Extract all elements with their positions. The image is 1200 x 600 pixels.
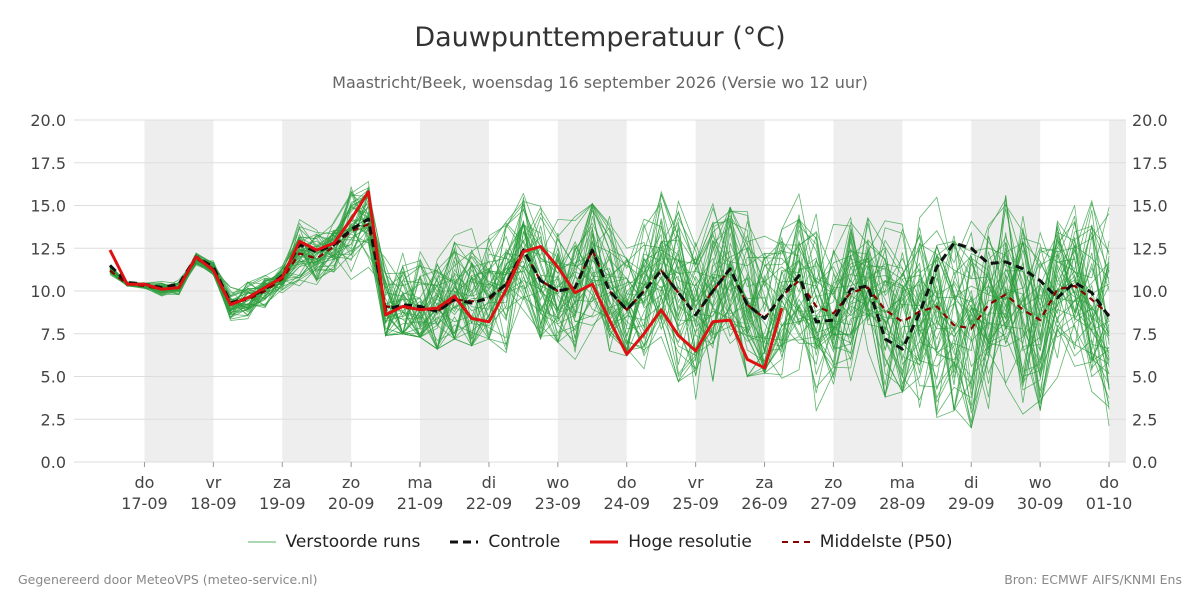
x-tick-date: 17-09 xyxy=(121,494,168,513)
y-tick-label-right: 5.0 xyxy=(1132,368,1157,387)
x-tick-date: 23-09 xyxy=(535,494,582,513)
x-tick-date: 19-09 xyxy=(259,494,306,513)
y-tick-label-right: 17.5 xyxy=(1132,154,1168,173)
legend-label-ensemble: Verstoorde runs xyxy=(285,532,421,552)
x-tick-date: 24-09 xyxy=(604,494,651,513)
y-tick-label-right: 20.0 xyxy=(1132,111,1168,130)
control-line xyxy=(108,217,1111,351)
ensemble-member-line xyxy=(109,194,1110,398)
x-tick-day: ma xyxy=(407,473,432,492)
x-tick-day: ma xyxy=(890,473,915,492)
legend-swatch-control xyxy=(450,540,479,544)
y-tick-label-right: 2.5 xyxy=(1132,410,1157,429)
ensemble-member-line xyxy=(109,192,1110,352)
y-tick-label-right: 12.5 xyxy=(1132,239,1168,258)
y-tick-label-right: 0.0 xyxy=(1132,453,1157,472)
x-tick-date: 18-09 xyxy=(190,494,237,513)
x-tick-date: 28-09 xyxy=(879,494,926,513)
x-tick-date: 27-09 xyxy=(810,494,857,513)
x-tick-date: 20-09 xyxy=(328,494,375,513)
x-tick-date: 01-10 xyxy=(1086,494,1133,513)
x-tick-day: wo xyxy=(1029,473,1052,492)
y-tick-label-left: 7.5 xyxy=(41,325,66,344)
y-axis-right: 0.0 2.5 5.0 7.5 10.0 12.5 15.0 17.5 20.0 xyxy=(1132,111,1168,472)
ensemble-member-line xyxy=(109,223,1110,411)
y-tick-label-right: 7.5 xyxy=(1132,325,1157,344)
legend-item-control[interactable]: Controle xyxy=(450,532,560,552)
ensemble-members xyxy=(109,180,1110,429)
x-tick-date: 22-09 xyxy=(466,494,513,513)
x-axis: do 17-09 vr 18-09 za 19-09 zo 20-09 ma 21-09 di 22-… xyxy=(121,462,1132,513)
y-tick-label-left: 17.5 xyxy=(30,154,66,173)
x-tick-date: 25-09 xyxy=(672,494,719,513)
x-tick-day: wo xyxy=(546,473,569,492)
legend-label-hires: Hoge resolutie xyxy=(628,532,752,552)
ensemble-member-line xyxy=(109,190,1110,385)
x-tick-date: 29-09 xyxy=(948,494,995,513)
y-tick-label-left: 2.5 xyxy=(41,410,66,429)
x-tick-day: zo xyxy=(342,473,360,492)
ensemble-member-line xyxy=(109,190,1110,386)
x-tick-date: 30-09 xyxy=(1017,494,1064,513)
legend-label-median: Middelste (P50) xyxy=(819,532,953,552)
legend-swatch-median xyxy=(781,541,810,543)
ensemble-member-line xyxy=(109,222,1110,411)
x-tick-day: vr xyxy=(688,473,704,492)
y-tick-label-right: 10.0 xyxy=(1132,282,1168,301)
ensemble-member-line xyxy=(109,205,1110,393)
ensemble-member-line xyxy=(109,215,1110,396)
x-tick-date: 21-09 xyxy=(397,494,444,513)
legend-swatch-hires xyxy=(590,540,619,544)
x-tick-day: za xyxy=(273,473,291,492)
hires-line xyxy=(108,190,784,370)
legend-item-hires[interactable]: Hoge resolutie xyxy=(590,532,752,552)
legend-item-ensemble[interactable]: Verstoorde runs xyxy=(247,532,421,552)
x-tick-day: di xyxy=(482,473,497,492)
x-tick-date: 26-09 xyxy=(741,494,788,513)
legend-label-control: Controle xyxy=(488,532,561,552)
footer-generator: Gegenereerd door MeteoVPS (meteo-service… xyxy=(18,572,318,587)
main-series xyxy=(108,190,1111,370)
y-tick-label-left: 15.0 xyxy=(30,197,66,216)
chart-subtitle: Maastricht/Beek, woensdag 16 september 2… xyxy=(332,73,868,92)
x-tick-day: do xyxy=(134,473,154,492)
footer-source: Bron: ECMWF AIFS/KNMI Ens xyxy=(1004,572,1182,587)
x-tick-day: do xyxy=(617,473,637,492)
x-tick-day: vr xyxy=(205,473,221,492)
y-tick-label-left: 12.5 xyxy=(30,239,66,258)
x-tick-day: za xyxy=(755,473,773,492)
y-tick-label-left: 20.0 xyxy=(30,111,66,130)
y-tick-label-left: 5.0 xyxy=(41,368,66,387)
ensemble-member-line xyxy=(109,187,1110,375)
x-tick-day: zo xyxy=(824,473,842,492)
legend-item-median[interactable]: Middelste (P50) xyxy=(781,532,953,552)
legend: Verstoorde runs Controle Hoge resolutie … xyxy=(0,530,1200,554)
chart-title: Dauwpunttemperatuur (°C) xyxy=(414,22,786,53)
y-tick-label-right: 15.0 xyxy=(1132,197,1168,216)
y-axis-left: 0.0 2.5 5.0 7.5 10.0 12.5 15.0 17.5 20.0 xyxy=(30,111,66,472)
x-tick-day: do xyxy=(1099,473,1119,492)
x-tick-day: di xyxy=(964,473,979,492)
y-tick-label-left: 0.0 xyxy=(41,453,66,472)
y-tick-label-left: 10.0 xyxy=(30,282,66,301)
legend-swatch-ensemble xyxy=(247,541,276,543)
